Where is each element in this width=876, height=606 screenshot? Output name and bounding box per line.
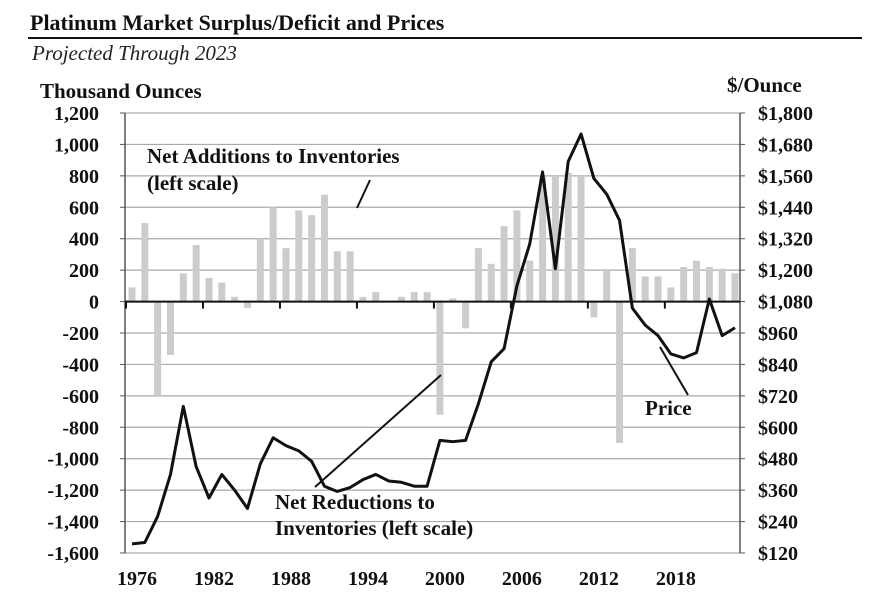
inventory-bar: [295, 210, 303, 302]
y2-tick-label: $1,800: [758, 103, 813, 125]
y-tick-label: 0: [89, 292, 99, 314]
inventory-bar: [577, 175, 585, 302]
inventory-bar: [154, 301, 162, 396]
y-tick-label: 1,200: [54, 103, 99, 125]
x-tick-label: 2018: [656, 568, 696, 590]
inventory-bar: [718, 268, 726, 302]
inventory-bar: [166, 301, 174, 355]
inventory-bar: [539, 175, 547, 302]
inventory-bar: [397, 296, 405, 302]
y2-tick-label: $240: [758, 512, 798, 534]
inventory-bar: [372, 292, 380, 302]
y-tick-label: 800: [69, 166, 99, 188]
inventory-bar: [218, 282, 226, 302]
inventory-bar: [256, 238, 264, 302]
y-tick-label: -400: [62, 354, 99, 376]
inventory-bar: [346, 251, 354, 302]
inventory-bar: [474, 248, 482, 302]
annotation-price-leader: [659, 346, 689, 396]
inventory-bar: [269, 207, 277, 302]
y2-tick-label: $1,440: [758, 197, 813, 219]
y-tick-label: 600: [69, 197, 99, 219]
x-tick-label: 1988: [271, 568, 311, 590]
y2-tick-label: $480: [758, 449, 798, 471]
inventory-bar: [436, 301, 444, 415]
y-tick-label: 1,000: [54, 134, 99, 156]
y2-tick-label: $600: [758, 417, 798, 439]
inventory-bar: [628, 248, 636, 302]
x-tick-label: 1994: [348, 568, 388, 590]
y-tick-label: 400: [69, 229, 99, 251]
inventory-bar: [308, 215, 316, 302]
inventory-bar: [564, 172, 572, 302]
inventory-bar: [590, 301, 598, 318]
annotation-reductions-scale: Inventories (left scale): [275, 516, 473, 540]
annotation-reductions: Net Reductions to: [275, 490, 435, 514]
inventory-bar: [410, 292, 418, 302]
y2-tick-label: $1,560: [758, 166, 813, 188]
y2-tick-label: $1,680: [758, 134, 813, 156]
y-tick-label: -1,400: [47, 512, 99, 534]
y2-tick-label: $960: [758, 323, 798, 345]
inventory-bar: [320, 194, 328, 302]
x-tick-label: 1982: [194, 568, 234, 590]
price-line: [131, 132, 736, 546]
x-tick-label: 2012: [579, 568, 619, 590]
y2-axis-label: $/Ounce: [727, 73, 802, 97]
inventory-bar: [282, 248, 290, 302]
inventory-bar: [359, 296, 367, 302]
annotation-price: Price: [645, 396, 692, 420]
y-tick-label: -1,200: [47, 480, 99, 502]
annotation-additions: Net Additions to Inventories: [147, 144, 400, 168]
x-tick-label: 1976: [117, 568, 157, 590]
x-tick-label: 2000: [425, 568, 465, 590]
inventory-bar: [192, 245, 200, 302]
inventory-bar: [603, 270, 611, 302]
x-tick-label: 2006: [502, 568, 542, 590]
y-tick-label: -1,000: [47, 449, 99, 471]
inventory-bar: [128, 287, 136, 302]
y-tick-label: -800: [62, 417, 99, 439]
inventory-bar: [462, 301, 470, 329]
y2-tick-label: $360: [758, 480, 798, 502]
inventory-bar: [231, 296, 239, 302]
inventory-bar: [423, 292, 431, 302]
y2-tick-label: $1,080: [758, 292, 813, 314]
inventory-bar: [333, 251, 341, 302]
inventory-bar: [526, 260, 534, 302]
annotation-reductions-leader: [314, 374, 442, 488]
inventory-bar: [693, 260, 701, 302]
inventory-bar: [449, 298, 457, 302]
chart-title: Platinum Market Surplus/Deficit and Pric…: [30, 10, 445, 35]
inventory-bar: [731, 273, 739, 302]
y-tick-label: -600: [62, 386, 99, 408]
y-tick-label: -1,600: [47, 543, 99, 565]
inventory-bar: [205, 278, 213, 302]
y-tick-label: 200: [69, 260, 99, 282]
inventory-bar: [141, 223, 149, 302]
y2-tick-label: $120: [758, 543, 798, 565]
inventory-bar: [680, 267, 688, 302]
inventory-bar: [616, 301, 624, 443]
y2-tick-label: $1,200: [758, 260, 813, 282]
annotation-additions-leader: [356, 179, 371, 209]
annotation-additions-scale: (left scale): [147, 171, 239, 195]
y-tick-label: -200: [62, 323, 99, 345]
inventory-bar: [179, 273, 187, 302]
inventory-bar: [654, 276, 662, 302]
y-axis-label: Thousand Ounces: [40, 79, 202, 103]
inventory-bar: [551, 175, 559, 302]
inventory-bar: [487, 263, 495, 302]
y2-tick-label: $720: [758, 386, 798, 408]
inventory-bar: [705, 267, 713, 302]
inventory-bar: [667, 287, 675, 302]
chart-subtitle: Projected Through 2023: [31, 41, 237, 65]
inventory-bar: [243, 301, 251, 308]
inventory-bar: [513, 210, 521, 302]
y2-tick-label: $1,320: [758, 229, 813, 251]
inventory-bar: [500, 226, 508, 302]
inventory-bar: [641, 276, 649, 302]
y2-tick-label: $840: [758, 354, 798, 376]
